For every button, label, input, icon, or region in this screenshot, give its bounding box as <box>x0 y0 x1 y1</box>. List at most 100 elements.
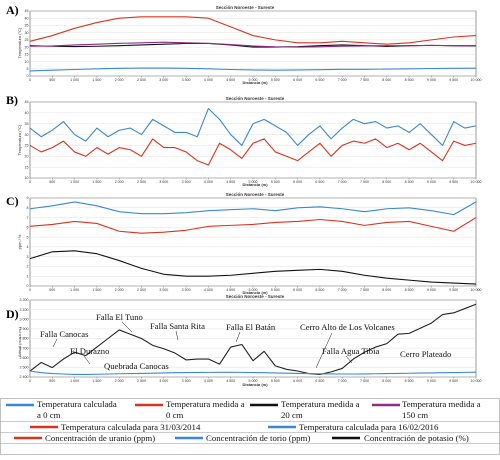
legend-label-torio: Concentración de torio (ppm) <box>206 433 310 443</box>
legend-label-temp-med-150cm-line1: Temperatura medida a <box>402 399 481 409</box>
panel-b-xtick-label: 3 500 <box>182 180 191 184</box>
panel-c-ytick-label: 7 <box>27 216 29 220</box>
panel-b-xtick-label: 9 500 <box>449 180 458 184</box>
panel-b-xtick-label: 1 500 <box>92 180 101 184</box>
panel-d-series-1 <box>29 303 477 375</box>
panel-c-xtick-label: 7 000 <box>338 288 347 292</box>
panel-a-xtick-label: 2 000 <box>115 78 124 82</box>
panel-c-xtick-label: 6 000 <box>293 288 302 292</box>
panel-c-xtick-label: 1 500 <box>92 288 101 292</box>
legend: Temperatura calculada a 0 cm Temperatura… <box>0 398 500 455</box>
panel-c-xtick-label: 5 500 <box>271 288 280 292</box>
panel-c-xtick-label: 0 <box>29 288 31 292</box>
panel-a-ytick-label: 25 <box>25 38 29 42</box>
panel-a-xtick-label: 500 <box>49 78 55 82</box>
panel-a-ytick-label: 10 <box>25 60 29 64</box>
panel-b-xtick-label: 4 000 <box>204 180 213 184</box>
leader-falla-canocas <box>52 338 58 348</box>
panel-d-ytick-label: 3 000 <box>20 317 29 321</box>
panel-d-xtick-label: 4 000 <box>204 379 213 383</box>
panel-d-ytick-label: 2 700 <box>20 346 29 350</box>
panel-d-xtick-label: 5 500 <box>271 379 280 383</box>
panel-c-ytick-label: 0 <box>27 284 29 288</box>
annotation-quebrada-canocas: Quebrada Canocas <box>104 361 169 371</box>
panel-a-xtick-label: 6 000 <box>293 78 302 82</box>
panel-b-xtick-label: 7 500 <box>360 180 369 184</box>
panel-a-ytick-label: 45 <box>25 9 29 13</box>
panel-d-xtick-label: 1 000 <box>70 379 79 383</box>
panel-a-ytick-label: 15 <box>25 53 29 57</box>
panel-b-xtick-label: 5 000 <box>249 180 258 184</box>
panel-d-ytick-label: 2 500 <box>20 366 29 370</box>
panel-d-xtick-label: 5 000 <box>249 379 258 383</box>
panel-a-ytick-label: 40 <box>25 16 29 20</box>
panel-a-xtick-label: 5 000 <box>249 78 258 82</box>
panel-c-xtick-label: 3 500 <box>182 288 191 292</box>
panel-a-plot-area <box>29 10 477 77</box>
panel-a-ytick-label: 35 <box>25 24 29 28</box>
panel-c-ytick-label: 1 <box>27 274 29 278</box>
panel-a-ytick-label: 5 <box>27 67 29 71</box>
leader-falla-agua-tibia <box>345 355 353 364</box>
panel-d-title: Sección Noroeste - Sureste <box>226 294 285 299</box>
panel-b-plot: 10 15 20 25 30 35 40 45 0 500 1 000 1 500 2 000 2 500… <box>25 100 482 184</box>
annotation-cerro-alto-de-los-volcanes: Cerro Alto de Los Volcanes <box>300 322 395 332</box>
panel-b-ytick-label: 10 <box>25 176 29 180</box>
panel-a-series-4 <box>29 67 477 72</box>
panel-a-xtick-label: 4 000 <box>204 78 213 82</box>
panel-c-xtick-label: 8 000 <box>382 288 391 292</box>
panel-a-xtick-label: 1 500 <box>92 78 101 82</box>
panel-c-ytick-label: 9 <box>27 196 29 200</box>
panel-b-xtick-label: 6 500 <box>315 180 324 184</box>
legend-label-uranio: Concentración de uranio (ppm) <box>45 433 155 443</box>
panel-c-xtick-label: 500 <box>49 288 55 292</box>
panel-d-xtick-label: 6 000 <box>293 379 302 383</box>
panel-b-ytick-label: 45 <box>25 100 29 104</box>
panel-d-xtick-label: 8 500 <box>405 379 414 383</box>
panel-c-xlabel: Distancia (m) <box>242 290 268 295</box>
panel-b-ytick-label: 20 <box>25 154 29 158</box>
panel-d-ylabel: Altitud (m.s.n.m.) <box>17 326 22 357</box>
panel-a-plot: 0 5 10 15 20 25 30 35 40 45 0 500 1 000 1 500 2 000 2 5… <box>25 9 482 82</box>
panel-d-ytick-label: 3 200 <box>20 298 29 302</box>
annotation-falla-el-batan: Falla El Batán <box>226 322 276 332</box>
legend-label-temp-calc-0cm-line1: Temperatura calculada <box>37 399 117 409</box>
panel-c-ytick-label: 3 <box>27 255 29 259</box>
panel-c-xtick-label: 10 000 <box>471 288 482 292</box>
panel-b-xtick-label: 10 000 <box>471 180 482 184</box>
panel-a-ylabel: Temperatura (°C) <box>17 27 22 58</box>
panel-b-title: Sección Noroeste - Sureste <box>226 96 285 101</box>
leader-falla-el-batan <box>235 331 241 343</box>
annotation-falla-santa-rita: Falla Santa Rita <box>150 321 205 331</box>
panel-c-xtick-label: 7 500 <box>360 288 369 292</box>
legend-label-temp-med-20cm-line2: 20 cm <box>281 410 303 420</box>
panel-d-xtick-label: 8 000 <box>382 379 391 383</box>
annotation-el-durazno: El Durazno <box>70 346 109 356</box>
panel-a-xtick-label: 8 000 <box>382 78 391 82</box>
panel-b-xtick-label: 9 000 <box>427 180 436 184</box>
panel-b-ylabel: Temperatura (°C) <box>17 124 22 155</box>
panel-c-ytick-label: 6 <box>27 226 29 230</box>
panel-c-xtick-label: 9 500 <box>449 288 458 292</box>
panel-d-xtick-label: 4 500 <box>226 379 235 383</box>
panel-b-ytick-label: 25 <box>25 144 29 148</box>
panel-a-xtick-label: 3 000 <box>159 78 168 82</box>
panel-c-series-1 <box>29 201 477 216</box>
annotation-cerro-plateado: Cerro Plateado <box>400 349 451 359</box>
annotation-falla-canocas: Falla Canocas <box>40 329 89 339</box>
annotation-falla-agua-tibia: Falla Agua Tibia <box>322 346 379 356</box>
panel-c-title: Sección Noroeste - Sureste <box>226 192 285 197</box>
panel-a-xtick-label: 0 <box>29 78 31 82</box>
panel-a-xtick-label: 8 500 <box>405 78 414 82</box>
panel-a-xtick-label: 4 500 <box>226 78 235 82</box>
legend-label-temp-med-20cm-line1: Temperatura medida a <box>281 399 360 409</box>
panel-letter-b: B) <box>6 93 18 107</box>
panel-d-plot: 2 400 2 500 2 600 2 700 2 800 2 900 3 000 3 100… <box>20 298 482 383</box>
panel-a-xtick-label: 2 500 <box>137 78 146 82</box>
panel-c-xtick-label: 2 500 <box>137 288 146 292</box>
panel-c-ylabel: ppm / % <box>17 234 22 249</box>
panel-b-ytick-label: 35 <box>25 122 29 126</box>
panel-c-xtick-label: 4 000 <box>204 288 213 292</box>
panel-d-xtick-label: 7 000 <box>338 379 347 383</box>
panel-d-xtick-label: 500 <box>49 379 55 383</box>
